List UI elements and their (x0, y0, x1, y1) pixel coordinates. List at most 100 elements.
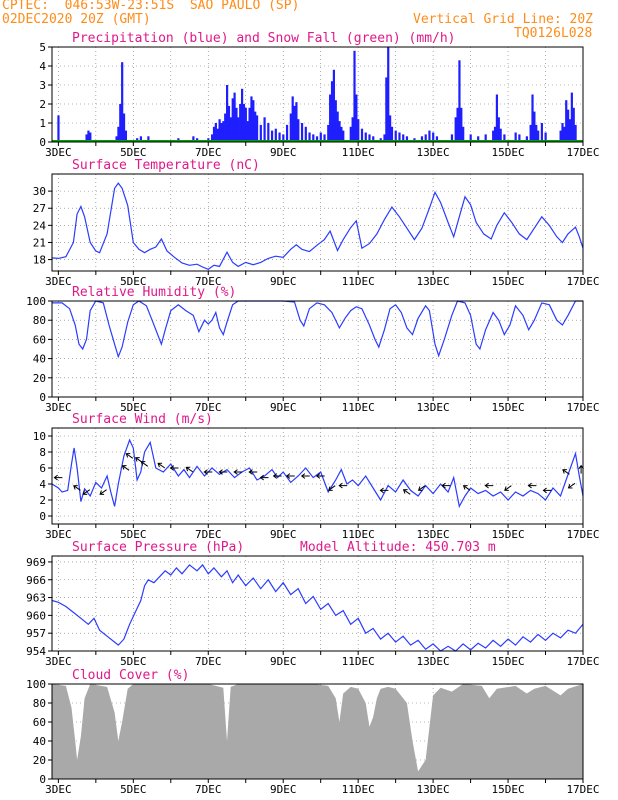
panel-4-wind-arrow-12 (218, 469, 228, 475)
panel-3-series-line (52, 300, 583, 359)
panel-6-xtick-label-1: 5DEC (120, 783, 147, 796)
panel-1-precip-bar-50 (289, 113, 292, 142)
panel-1-precip-bar-82 (385, 77, 388, 142)
panel-5-ytick-label-1: 957 (26, 627, 46, 640)
panel-1-precip-bar-46 (274, 128, 277, 142)
panel-1-precip-bar-0 (57, 115, 60, 142)
panel-1-precip-bar-118 (537, 130, 540, 142)
panel-3-xtick-label-0: 3DEC (45, 401, 72, 414)
panel-1-precip-bar-124 (565, 100, 568, 142)
panel-4-wind-arrow-29 (527, 482, 537, 489)
panel-1-precip-bar-96 (450, 134, 454, 142)
panel-4-wind-arrow-32 (567, 482, 576, 489)
panel-1-precip-bar-24 (224, 113, 227, 142)
panel-1-precip-bar-83 (387, 47, 390, 142)
panel-2-ytick-label-2: 24 (33, 219, 47, 232)
panel-4-ytick-label-5: 10 (33, 430, 46, 443)
panel-3-xtick-label-2: 7DEC (195, 401, 222, 414)
panel-1-precip-bar-77 (364, 132, 367, 142)
panel-1-precip-bar-105 (492, 130, 495, 142)
panel-1-precip-bar-128 (572, 107, 575, 142)
panel-4-xtick-label-4: 11DEC (342, 528, 375, 541)
panel-1-precip-bar-29 (233, 92, 236, 142)
panel-2-series-line (51, 182, 584, 270)
panel-6-ytick-label-3: 60 (33, 716, 46, 729)
panel-2-xtick-label-3: 9DEC (270, 275, 297, 288)
panel-1-precip-bar-60 (319, 132, 322, 142)
panel-1-precip-bar-64 (330, 81, 334, 142)
panel-1-precip-bar-58 (312, 134, 315, 142)
panel-6-title: Cloud Cover (%) (72, 668, 189, 683)
panel-4-wind-arrow-26 (462, 485, 471, 491)
panel-1-precip-bar-81 (383, 134, 386, 142)
panel-4-wind-arrow-25 (441, 482, 451, 489)
panel-1-precip-bar-19 (214, 123, 217, 142)
panel-1-ytick-label-3: 3 (39, 79, 46, 92)
panel-5-xtick-label-5: 13DEC (417, 655, 450, 668)
panel-1-precip-bar-23 (222, 121, 225, 142)
panel-4-wind-arrow-20 (328, 485, 336, 491)
panel-3-ytick-label-4: 80 (33, 314, 46, 327)
panel-1-precip-bar-71 (349, 126, 352, 142)
panel-4-wind-arrow-24 (417, 485, 426, 491)
panel-3-ytick-label-2: 40 (33, 353, 46, 366)
panel-1-precip-bar-44 (267, 123, 270, 142)
panel-1-precip-bar-62 (327, 124, 330, 142)
panel-1-precip-bar-49 (285, 124, 289, 142)
panel-2-ytick-label-3: 27 (33, 202, 46, 215)
panel-4-wind-arrow-10 (185, 466, 194, 473)
panel-1-precip-bar-68 (338, 121, 341, 142)
panel-4-wind-arrow-2 (82, 489, 91, 495)
panel-1-precip-bar-70 (342, 130, 345, 142)
panel-6-frame (51, 683, 584, 780)
panel-1-precip-bar-91 (420, 136, 424, 142)
panel-4-series-line (51, 438, 584, 509)
panel-1-precip-bar-89 (405, 136, 409, 142)
panel-3-ytick-label-1: 20 (33, 372, 46, 385)
panel-1-ytick-label-1: 1 (39, 117, 46, 130)
panel-1-precip-bar-106 (493, 126, 497, 142)
panel-4-ytick-label-0: 0 (39, 510, 46, 523)
panel-1-precip-bar-113 (525, 136, 528, 142)
panel-2-xtick-label-7: 17DEC (566, 275, 599, 288)
panel-3-xtick-label-7: 17DEC (566, 401, 599, 414)
panel-1-precip-bar-61 (323, 134, 326, 142)
panel-4-wind-arrow-7 (140, 461, 149, 467)
panel-1-precip-bar-56 (304, 126, 307, 142)
panel-1-precip-bar-7 (121, 62, 124, 143)
panel-1-precip-bar-37 (248, 107, 251, 142)
panel-1-precip-bar-43 (263, 117, 266, 142)
panel-6-xtick-label-7: 17DEC (566, 783, 599, 796)
panel-4-wind-arrow-16 (272, 473, 282, 479)
panel-6-xtick-label-5: 13DEC (417, 783, 450, 796)
panel-1-precip-bar-101 (462, 126, 465, 142)
panel-4-wind-arrow-9 (169, 465, 179, 471)
panel-1-precip-bar-125 (567, 109, 570, 142)
panel-4-wind-arrow-1 (73, 485, 81, 491)
panel-1-ytick-label-2: 2 (39, 98, 46, 111)
panel-1-precip-bar-78 (368, 134, 371, 142)
panel-1-xtick-label-1: 5DEC (120, 146, 147, 159)
panel-4-wind-arrow-8 (157, 462, 165, 469)
panel-5-ytick-label-3: 963 (26, 592, 46, 605)
panel-1-precip-bar-51 (291, 96, 294, 142)
panel-4-ytick-label-3: 6 (39, 462, 46, 475)
panel-1-ytick-label-0: 0 (39, 136, 46, 149)
panel-1-precip-bar-22 (220, 123, 223, 142)
panel-1-precip-bar-129 (574, 124, 577, 142)
header-line2-right: Vertical Grid Line: 20Z (413, 12, 594, 27)
panel-1-xtick-label-3: 9DEC (270, 146, 297, 159)
panel-1-xtick-label-6: 15DEC (491, 146, 524, 159)
panel-4-ytick-label-2: 4 (39, 478, 46, 491)
panel-4-wind-arrow-31 (562, 469, 570, 475)
panel-2-xtick-label-5: 13DEC (417, 275, 450, 288)
panel-6-ytick-label-0: 0 (39, 773, 46, 786)
panel-1-precip-bar-20 (216, 128, 219, 142)
panel-2-ytick-label-0: 18 (33, 254, 46, 267)
panel-1-precip-bar-103 (477, 136, 480, 142)
panel-1-precip-bar-73 (353, 50, 356, 142)
panel-6-ytick-label-5: 100 (26, 678, 46, 691)
panel-4-xtick-label-5: 13DEC (417, 528, 450, 541)
panel-6-cloud-area (52, 684, 583, 779)
